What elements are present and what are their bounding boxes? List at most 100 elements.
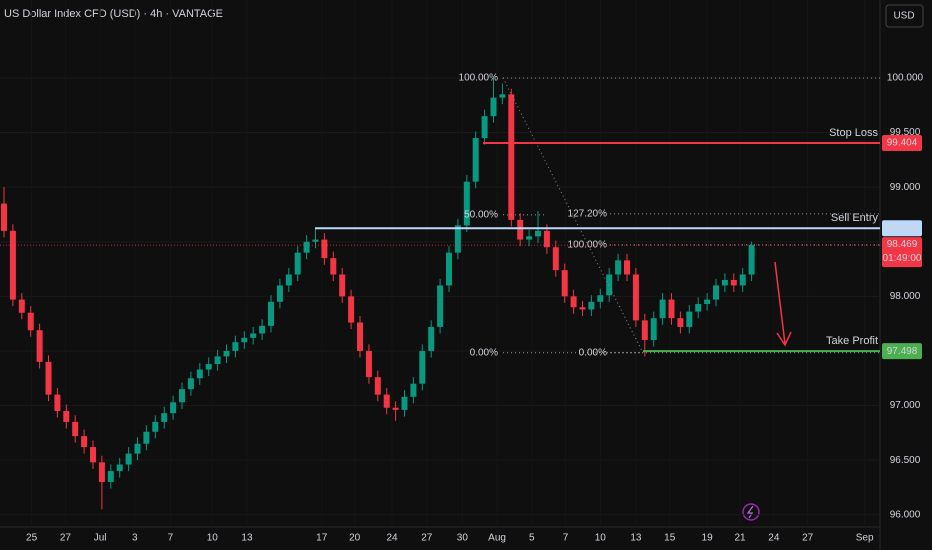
candle-body xyxy=(223,350,230,357)
candle-body xyxy=(410,383,417,397)
price-box-label: 97.498 xyxy=(887,346,918,357)
currency-label[interactable]: USD xyxy=(893,11,914,22)
candle-body xyxy=(321,239,328,259)
x-tick-label: 10 xyxy=(595,533,607,544)
candle-body xyxy=(739,274,746,286)
candle-body xyxy=(579,307,586,310)
candle-body xyxy=(312,239,319,242)
x-tick-label: 30 xyxy=(457,533,469,544)
y-tick-label: 99.500 xyxy=(890,127,921,138)
candle-body xyxy=(677,318,684,327)
candle-body xyxy=(552,247,559,271)
x-tick-label: 27 xyxy=(802,533,814,544)
level-label: Sell Entry xyxy=(831,212,879,224)
candle-body xyxy=(357,322,363,351)
candle-body xyxy=(98,462,105,482)
level-label: Take Profit xyxy=(826,335,878,347)
x-tick-label: Jul xyxy=(94,533,107,544)
candle-body xyxy=(179,389,185,403)
candle-body xyxy=(36,330,43,362)
fib-label: 0.00% xyxy=(470,347,498,358)
candle-body xyxy=(490,97,497,117)
candle-body xyxy=(659,299,666,319)
candle-body xyxy=(632,274,639,321)
x-tick-label: 25 xyxy=(26,533,38,544)
price-box xyxy=(882,343,922,360)
candle-body xyxy=(446,252,452,286)
candle-body xyxy=(250,333,257,338)
x-tick-label: Sep xyxy=(856,533,874,544)
candle-body xyxy=(588,301,595,310)
candle-body xyxy=(276,285,283,302)
price-box-label: 98.469 xyxy=(887,239,918,250)
candle-body xyxy=(472,138,479,182)
x-tick-label: 7 xyxy=(563,533,569,544)
candle-body xyxy=(45,361,52,395)
candle-body xyxy=(535,230,541,237)
y-tick-label: 97.000 xyxy=(890,400,921,411)
candle-body xyxy=(517,219,524,240)
fib-label: 100.00% xyxy=(459,73,499,84)
candle-body xyxy=(499,94,506,98)
x-tick-label: 3 xyxy=(132,533,138,544)
currency-button[interactable] xyxy=(885,4,924,28)
candle-body xyxy=(90,447,96,463)
fib-label: 127.20% xyxy=(568,209,608,220)
candle-body xyxy=(365,350,372,378)
candle-body xyxy=(152,421,159,432)
candle-body xyxy=(187,378,194,390)
candle-body xyxy=(615,260,622,275)
x-tick-label: 10 xyxy=(207,533,219,544)
y-tick-label: 96.000 xyxy=(890,509,921,520)
x-tick-label: 7 xyxy=(168,533,174,544)
candle-body xyxy=(570,296,577,308)
candle-body xyxy=(259,325,266,334)
candle-body xyxy=(641,320,648,341)
candle-body xyxy=(161,413,168,422)
candle-body xyxy=(526,236,533,240)
candle-body xyxy=(695,303,702,312)
fib-label: 100.00% xyxy=(568,240,608,251)
candle-body xyxy=(241,337,248,343)
candle-body xyxy=(143,431,150,444)
candle-body xyxy=(721,279,728,286)
candle-body xyxy=(339,274,346,297)
candle-body xyxy=(170,402,177,414)
arrow xyxy=(774,261,786,345)
price-box-label: 98.624 xyxy=(887,223,918,234)
candle-body xyxy=(125,453,132,465)
candle-body xyxy=(606,274,613,296)
candle-body xyxy=(54,394,61,412)
chart-title: US Dollar Index CFD (USD) · 4h · VANTAGE xyxy=(4,8,223,20)
candle-body xyxy=(597,295,604,302)
candle-body xyxy=(303,241,310,253)
x-tick-label: 17 xyxy=(316,533,328,544)
candle-body xyxy=(650,318,657,341)
candle-body xyxy=(401,396,408,410)
price-box xyxy=(882,135,922,152)
candle-body xyxy=(374,377,381,395)
candle-body xyxy=(232,342,239,351)
arrow-head xyxy=(776,331,792,347)
candle-body xyxy=(561,270,568,297)
price-box xyxy=(882,237,922,268)
x-tick-label: 21 xyxy=(734,533,746,544)
candle-body xyxy=(463,181,470,226)
x-tick-label: 13 xyxy=(241,533,253,544)
event-icon[interactable] xyxy=(742,503,760,521)
candle-body xyxy=(27,312,34,331)
candle-body xyxy=(116,464,123,472)
y-tick-label: 96.500 xyxy=(890,455,921,466)
level-label: Stop Loss xyxy=(829,127,878,139)
candle-body xyxy=(285,274,292,286)
x-tick-label: 5 xyxy=(529,533,535,544)
x-tick-label: 15 xyxy=(664,533,676,544)
y-tick-label: 100.000 xyxy=(887,73,924,84)
candle-body xyxy=(730,279,737,286)
candle-body xyxy=(1,203,7,231)
candle-body xyxy=(713,285,719,300)
candle-body xyxy=(268,301,274,326)
candle-body xyxy=(508,94,515,220)
